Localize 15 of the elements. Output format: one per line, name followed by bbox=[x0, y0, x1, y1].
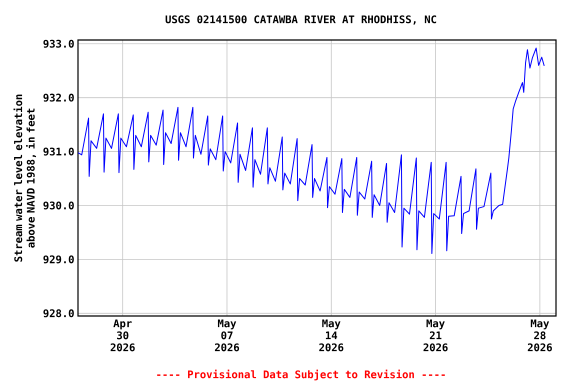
x-tick-label: Apr 30 2026 bbox=[110, 320, 135, 352]
chart-title: USGS 02141500 CATAWBA RIVER AT RHODHISS, NC bbox=[166, 15, 436, 25]
y-tick-label: 932.0 bbox=[43, 94, 74, 102]
line-series bbox=[78, 48, 545, 254]
x-tick-label: May 07 2026 bbox=[214, 320, 240, 352]
text: ---- Provisional Data Subject to Revision ---- bbox=[157, 370, 445, 380]
y-axis-title: Stream water level elevation above NAVD 1988, in feet bbox=[14, 94, 36, 262]
x-tick-label: May 21 2026 bbox=[424, 320, 448, 352]
x-tick-label: May 14 2026 bbox=[319, 320, 344, 352]
y-tick-label: 928.0 bbox=[43, 309, 74, 318]
y-tick-label: 929.0 bbox=[43, 255, 74, 264]
y-tick-label: 933.0 bbox=[43, 40, 74, 48]
y-tick-label: 930.0 bbox=[43, 201, 74, 210]
x-tick-label: May 28 2026 bbox=[528, 320, 552, 352]
y-tick-label: 931.0 bbox=[43, 148, 74, 156]
